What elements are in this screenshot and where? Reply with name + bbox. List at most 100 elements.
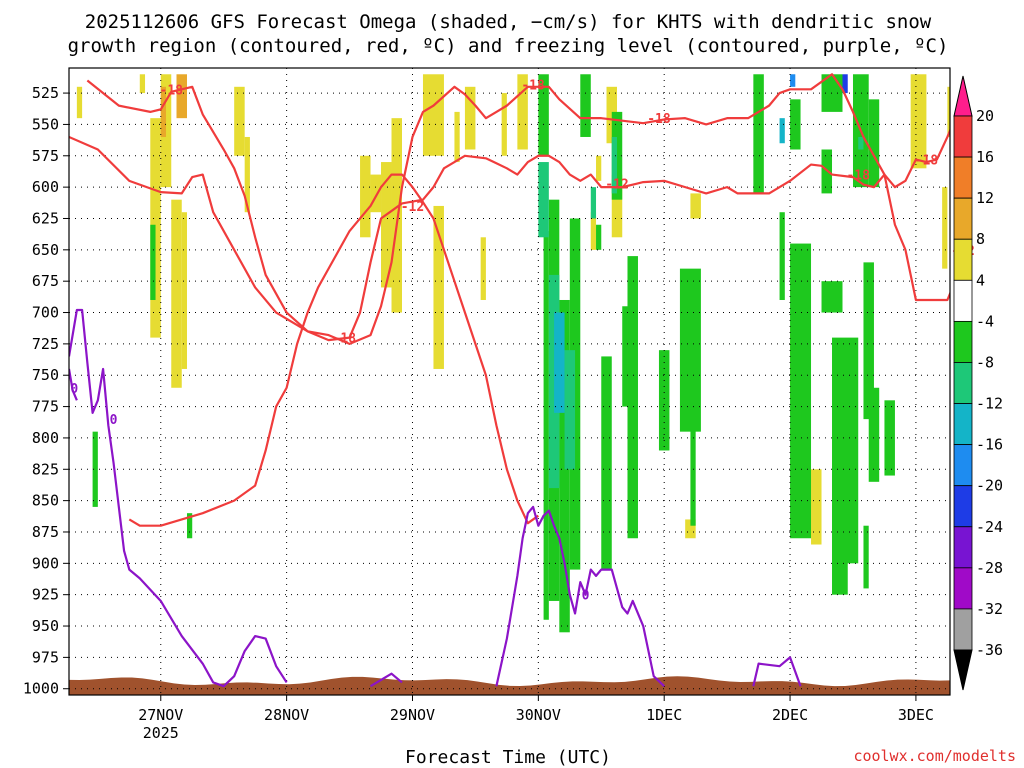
colorbar-segment	[953, 156, 973, 199]
omega-cell	[176, 74, 187, 119]
y-tick-label: 625	[32, 209, 59, 227]
omega-cell	[622, 306, 628, 407]
colorbar-segment	[953, 403, 973, 446]
omega-shading	[76, 74, 1010, 633]
dendritic-contour-label: -12	[605, 177, 628, 192]
chart-title-line-1: 2025112606 GFS Forecast Omega (shaded, −…	[85, 11, 932, 33]
omega-cell	[596, 155, 602, 181]
colorbar-bottom-arrow	[953, 649, 973, 691]
omega-cell	[868, 387, 880, 482]
omega-cell	[779, 212, 785, 300]
terrain-fill	[69, 676, 950, 695]
omega-cell	[679, 268, 701, 432]
dendritic-contour-label: -18	[333, 332, 357, 347]
omega-cell	[611, 174, 623, 238]
y-tick-label: 700	[32, 304, 59, 322]
colorbar-top-arrow	[953, 75, 973, 117]
omega-cell	[1000, 74, 1010, 156]
omega-cell	[234, 86, 245, 156]
omega-cell	[454, 111, 460, 163]
omega-cell	[160, 86, 167, 137]
omega-cell	[381, 162, 392, 288]
colorbar-segment	[953, 197, 973, 240]
colorbar-label: 12	[976, 189, 994, 207]
omega-cell	[910, 74, 927, 169]
omega-cell	[690, 193, 701, 219]
colorbar-label: -28	[976, 559, 1003, 577]
grid	[69, 68, 950, 695]
omega-cell	[422, 74, 444, 156]
colorbar-label: -8	[976, 353, 994, 371]
y-tick-label: 1000	[23, 680, 59, 698]
colorbar-segment	[953, 608, 973, 651]
omega-cell	[590, 187, 597, 219]
colorbar-segment	[953, 238, 973, 281]
omega-cell	[942, 187, 948, 269]
y-tick-label: 925	[32, 586, 59, 604]
omega-cell	[139, 74, 146, 94]
freezing-level-label: 0	[70, 382, 78, 397]
omega-cell	[370, 174, 382, 213]
dendritic-contour-label: -12	[401, 200, 424, 215]
omega-cell	[658, 350, 670, 451]
freezing-level-label: 0	[110, 413, 118, 428]
omega-cell	[790, 74, 796, 87]
x-tick-label: 29NOV	[390, 706, 435, 724]
x-tick-label: 28NOV	[264, 706, 309, 724]
omega-cell	[627, 256, 638, 539]
omega-cell	[464, 86, 476, 150]
omega-cell	[76, 86, 83, 119]
y-tick-label: 750	[32, 366, 59, 384]
omega-cell	[601, 356, 612, 570]
colorbar-label: -24	[976, 518, 1003, 536]
dendritic-contour-line	[86, 73, 950, 345]
x-tick-sublabel: 2025	[143, 724, 179, 742]
credit-link[interactable]: coolwx.com/modelts	[853, 747, 1016, 765]
dendritic-contour-label: -18	[846, 169, 870, 184]
terrain	[69, 676, 950, 695]
y-tick-label: 575	[32, 147, 59, 165]
colorbar-label: -32	[976, 600, 1003, 618]
omega-cell	[150, 224, 156, 300]
y-tick-label: 600	[32, 178, 59, 196]
omega-cell	[863, 525, 869, 589]
chart-title-line-2: growth region (contoured, red, ºC) and f…	[68, 35, 949, 57]
x-tick-label: 3DEC	[898, 706, 934, 724]
omega-cell	[863, 262, 874, 420]
omega-cell	[596, 224, 602, 250]
omega-cell	[501, 93, 507, 156]
y-tick-label: 900	[32, 554, 59, 572]
y-tick-label: 850	[32, 492, 59, 510]
x-axis-label: Forecast Time (UTC)	[405, 747, 611, 768]
omega-cell	[517, 74, 528, 150]
omega-cell	[480, 237, 486, 300]
omega-cell	[244, 136, 250, 213]
omega-cell	[580, 74, 591, 137]
omega-cell	[832, 469, 848, 595]
omega-cell	[790, 243, 812, 539]
colorbar-segment	[953, 567, 973, 610]
omega-cell	[538, 162, 549, 238]
omega-cell	[811, 469, 822, 545]
omega-cell	[360, 155, 371, 238]
colorbar-label: 4	[976, 271, 985, 289]
freezing-level-contour	[495, 505, 665, 688]
x-tick-label: 27NOV	[138, 706, 183, 724]
omega-cell	[842, 74, 848, 94]
omega-cell	[564, 350, 576, 470]
y-tick-label: 825	[32, 460, 59, 478]
y-tick-label: 550	[32, 115, 59, 133]
y-tick-label: 800	[32, 429, 59, 447]
omega-cell	[554, 312, 565, 413]
y-tick-label: 975	[32, 648, 59, 666]
y-tick-label: 950	[32, 617, 59, 635]
omega-cell	[821, 281, 843, 313]
x-tick-label: 30NOV	[516, 706, 561, 724]
omega-cell	[611, 136, 618, 194]
colorbar-label: -20	[976, 477, 1003, 495]
omega-cell	[433, 205, 444, 369]
x-tick-label: 1DEC	[646, 706, 682, 724]
omega-cell	[884, 400, 895, 476]
omega-cell	[779, 118, 785, 144]
